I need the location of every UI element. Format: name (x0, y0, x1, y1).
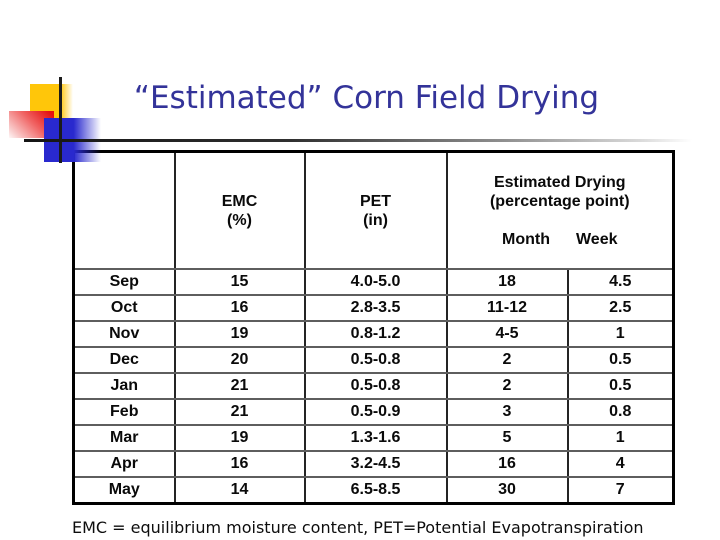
header-pet: PET (in) (303, 150, 448, 270)
cell-drying-month: 2 (445, 372, 569, 400)
cell-pet: 6.5-8.5 (303, 476, 448, 505)
table-row-feb: Feb 21 0.5-0.9 3 0.8 (72, 398, 675, 426)
table-row-dec: Dec 20 0.5-0.8 2 0.5 (72, 346, 675, 374)
cell-drying-week: 1 (566, 424, 675, 452)
cell-month: Apr (72, 450, 176, 478)
header-week-label: Week (575, 231, 618, 248)
cell-pet: 0.5-0.8 (303, 372, 448, 400)
cell-month: Feb (72, 398, 176, 426)
cell-emc: 16 (173, 450, 306, 478)
header-estimated-drying: Estimated Drying (percentage point) Mont… (445, 150, 675, 270)
cell-month: Oct (72, 294, 176, 322)
table-row-nov: Nov 19 0.8-1.2 4-5 1 (72, 320, 675, 348)
cell-month: Nov (72, 320, 176, 348)
cell-month: Sep (72, 268, 176, 296)
cell-emc: 21 (173, 372, 306, 400)
table-row-mar: Mar 19 1.3-1.6 5 1 (72, 424, 675, 452)
cell-drying-week: 4.5 (566, 268, 675, 296)
cell-pet: 2.8-3.5 (303, 294, 448, 322)
cell-emc: 19 (173, 320, 306, 348)
cell-emc: 16 (173, 294, 306, 322)
header-month-week: Month Week (449, 230, 672, 249)
cell-month: Dec (72, 346, 176, 374)
cell-pet: 1.3-1.6 (303, 424, 448, 452)
slide-title: “Estimated” Corn Field Drying (133, 80, 600, 116)
cell-drying-month: 4-5 (445, 320, 569, 348)
cell-drying-month: 5 (445, 424, 569, 452)
cell-drying-month: 2 (445, 346, 569, 374)
cell-emc: 19 (173, 424, 306, 452)
title-underline-rule (24, 139, 692, 142)
cell-emc: 20 (173, 346, 306, 374)
cell-drying-week: 2.5 (566, 294, 675, 322)
header-month-label: Month (502, 231, 550, 248)
cell-drying-week: 0.8 (566, 398, 675, 426)
cell-drying-week: 1 (566, 320, 675, 348)
footnote-line1: EMC = equilibrium moisture content, PET=… (72, 518, 644, 537)
cell-drying-month: 16 (445, 450, 569, 478)
cell-emc: 15 (173, 268, 306, 296)
cell-month: Jan (72, 372, 176, 400)
cell-pet: 0.5-0.9 (303, 398, 448, 426)
header-emc: EMC (%) (173, 150, 306, 270)
cell-drying-week: 0.5 (566, 346, 675, 374)
cell-drying-week: 7 (566, 476, 675, 505)
table-header-row: EMC (%) PET (in) Estimated Drying (perce… (72, 150, 675, 270)
table-row-may: May 14 6.5-8.5 30 7 (72, 476, 675, 505)
cell-pet: 0.5-0.8 (303, 346, 448, 374)
cell-drying-month: 18 (445, 268, 569, 296)
cell-emc: 14 (173, 476, 306, 505)
table-row-sep: Sep 15 4.0-5.0 18 4.5 (72, 268, 675, 296)
cell-drying-month: 11-12 (445, 294, 569, 322)
cell-drying-week: 4 (566, 450, 675, 478)
cell-month: May (72, 476, 176, 505)
cell-pet: 4.0-5.0 (303, 268, 448, 296)
table-row-jan: Jan 21 0.5-0.8 2 0.5 (72, 372, 675, 400)
table-row-apr: Apr 16 3.2-4.5 16 4 (72, 450, 675, 478)
corn-drying-table: EMC (%) PET (in) Estimated Drying (perce… (72, 150, 675, 505)
cell-drying-week: 0.5 (566, 372, 675, 400)
header-corner-cell (72, 150, 176, 270)
cell-pet: 0.8-1.2 (303, 320, 448, 348)
table-row-oct: Oct 16 2.8-3.5 11-12 2.5 (72, 294, 675, 322)
cell-pet: 3.2-4.5 (303, 450, 448, 478)
header-drying-title: Estimated Drying (percentage point) (489, 174, 630, 210)
cell-emc: 21 (173, 398, 306, 426)
cell-drying-month: 30 (445, 476, 569, 505)
vertical-accent-line (59, 77, 62, 163)
footnote: EMC = equilibrium moisture content, PET=… (72, 474, 644, 540)
cell-month: Mar (72, 424, 176, 452)
cell-drying-month: 3 (445, 398, 569, 426)
